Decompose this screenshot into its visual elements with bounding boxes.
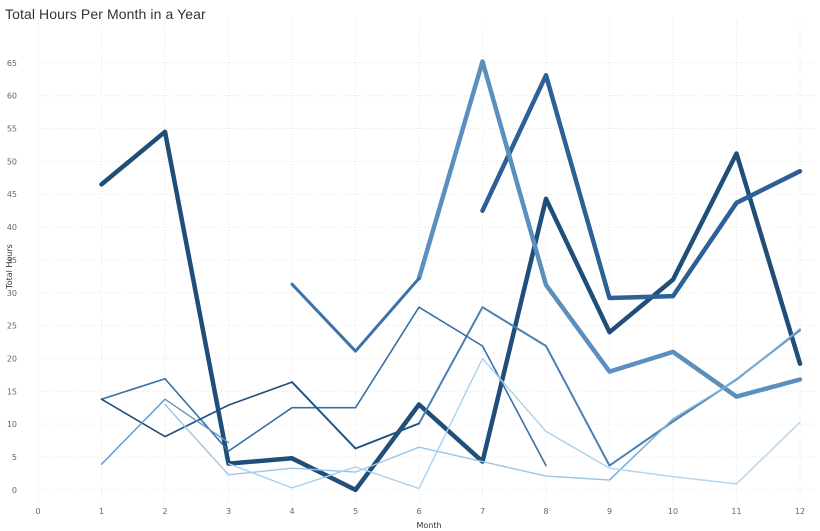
grid-layer	[37, 20, 818, 503]
x-tick-label: 4	[289, 507, 294, 516]
x-tick-label: 8	[543, 507, 548, 516]
y-tick-label: 20	[7, 354, 17, 363]
x-tick-label: 1	[99, 507, 104, 516]
y-tick-label: 15	[7, 387, 17, 396]
series-line	[608, 421, 801, 485]
series-series-i	[608, 328, 801, 481]
y-tick-label: 40	[7, 223, 17, 232]
series-line	[100, 306, 547, 467]
x-tick-label: 11	[731, 507, 741, 516]
y-tick-label: 35	[7, 256, 17, 265]
y-tick-label: 65	[7, 59, 17, 68]
series-line	[480, 73, 803, 301]
series-line	[290, 276, 421, 353]
x-tick-label: 12	[795, 507, 805, 516]
series-line	[416, 59, 803, 399]
series-line	[100, 398, 230, 465]
series-line	[164, 403, 611, 481]
x-axis-label: Month	[416, 521, 441, 530]
series-line	[608, 328, 801, 481]
x-tick-label: 0	[35, 507, 40, 516]
x-tick-label: 6	[416, 507, 421, 516]
series-series-l	[608, 421, 801, 485]
x-tick-label: 10	[668, 507, 678, 516]
series-series-h	[100, 398, 230, 465]
y-tick-label: 5	[12, 453, 17, 462]
series-series-d	[290, 276, 421, 353]
x-tick-label: 5	[353, 507, 358, 516]
y-tick-label: 0	[12, 486, 17, 495]
x-tick-label: 2	[162, 507, 167, 516]
y-tick-label: 10	[7, 420, 17, 429]
y-tick-label: 45	[7, 190, 17, 199]
series-series-c	[416, 59, 803, 399]
y-tick-label: 30	[7, 289, 17, 298]
series-series-a	[99, 129, 803, 493]
series-line	[100, 381, 420, 450]
y-tick-label: 55	[7, 125, 17, 134]
y-tick-label: 25	[7, 322, 17, 331]
series-series-b	[480, 73, 803, 301]
chart-title: Total Hours Per Month in a Year	[5, 6, 206, 22]
series-series-j	[164, 403, 611, 481]
series-line	[99, 129, 803, 493]
y-tick-label: 50	[7, 157, 17, 166]
series-series-g	[100, 381, 420, 450]
series-series-f	[100, 306, 547, 467]
x-tick-label: 7	[480, 507, 485, 516]
x-tick-label: 3	[226, 507, 231, 516]
y-axis-label: Total Hours	[5, 244, 14, 290]
series-layer	[99, 59, 803, 493]
x-tick-label: 9	[607, 507, 612, 516]
y-tick-label: 60	[7, 92, 17, 101]
